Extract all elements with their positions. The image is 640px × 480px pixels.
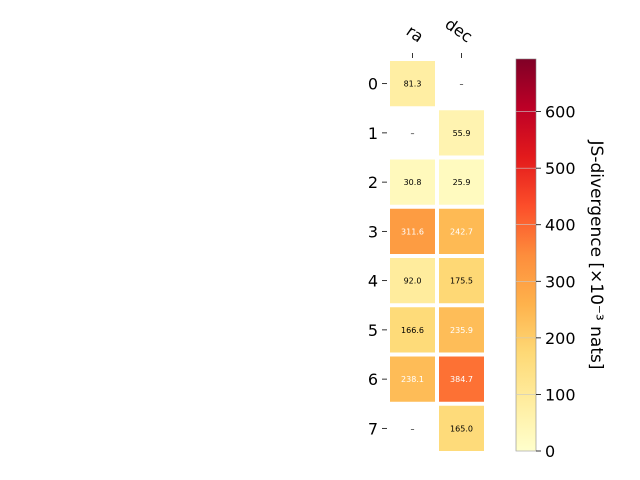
heatmap-cell	[390, 356, 435, 402]
heatmap-cell	[390, 258, 435, 304]
colorbar-tick-label: 100	[545, 385, 576, 404]
row-tick-label: 1	[368, 124, 378, 143]
cell-value-label: 238.1	[401, 375, 424, 384]
cell-value-label: 235.9	[450, 326, 473, 335]
colorbar-tick-label: 400	[545, 216, 576, 235]
colorbar-tick-label: 300	[545, 272, 576, 291]
heatmap-cell	[439, 110, 484, 156]
column-tick-label: dec	[442, 14, 476, 46]
colorbar-tick-label: 600	[545, 103, 576, 122]
row-axis: 0 1 2 3 4 5 6 7	[368, 75, 387, 438]
colorbar-tick-label: 200	[545, 329, 576, 348]
cell-value-label: 311.6	[401, 227, 424, 236]
colorbar-tick-label: 0	[545, 442, 555, 461]
cell-value-label: 92.0	[404, 277, 422, 286]
cell-value-label: 166.6	[401, 326, 424, 335]
heatmap-cell	[390, 208, 435, 254]
cell-value-label: 25.9	[453, 178, 471, 187]
cell-value-label: 175.5	[450, 277, 473, 286]
colorbar-label: JS-divergence [×10⁻³ nats]	[586, 140, 606, 370]
heatmap-cell	[390, 159, 435, 205]
cell-value-label: 81.3	[404, 80, 422, 89]
cell-value-label: 384.7	[450, 375, 473, 384]
row-tick-label: 0	[368, 75, 378, 94]
cell-value-label: –	[460, 80, 464, 89]
cell-value-label: 55.9	[453, 129, 471, 138]
column-axis: ra dec	[403, 14, 476, 58]
heatmap-cell	[439, 208, 484, 254]
heatmap-cell	[439, 307, 484, 353]
heatmap-cell	[439, 405, 484, 451]
cell-value-label: –	[411, 129, 415, 138]
row-tick-label: 4	[368, 272, 378, 291]
heatmap-cell	[390, 307, 435, 353]
heatmap-cell	[390, 61, 435, 107]
cell-value-label: 165.0	[450, 424, 473, 433]
heatmap-cell	[439, 356, 484, 402]
row-tick-label: 3	[368, 222, 378, 241]
heatmap-cell	[439, 258, 484, 304]
cell-value-label: 242.7	[450, 227, 473, 236]
heatmap-grid: 81.3 – – 55.9 30.8 25.9 311.6 242.7 92.0 175.5 166…	[390, 61, 484, 451]
cell-value-label: –	[411, 424, 415, 433]
colorbar-gradient	[515, 58, 537, 452]
row-tick-label: 5	[368, 321, 378, 340]
cell-value-label: 30.8	[404, 178, 422, 187]
column-tick-label: ra	[403, 21, 427, 46]
colorbar: 0 100 200 300 400 500 600	[515, 58, 576, 461]
row-tick-label: 6	[368, 370, 378, 389]
heatmap-cell	[439, 159, 484, 205]
row-tick-label: 2	[368, 173, 378, 192]
colorbar-tick-label: 500	[545, 159, 576, 178]
row-tick-label: 7	[368, 419, 378, 438]
